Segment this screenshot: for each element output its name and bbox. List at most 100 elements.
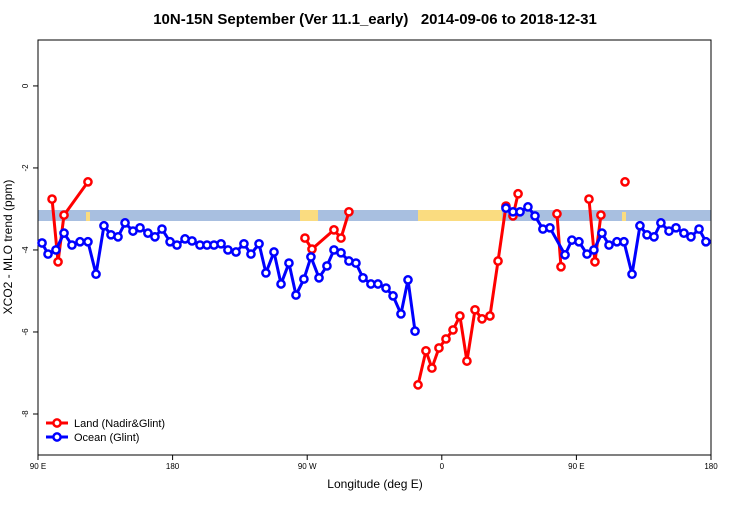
point [47, 194, 57, 204]
point [552, 209, 562, 219]
point [120, 218, 130, 228]
point [329, 225, 339, 235]
point [441, 334, 451, 344]
chart-title: 10N-15N September (Ver 11.1_early) 2014-… [153, 11, 597, 28]
point [410, 326, 420, 337]
point [306, 252, 316, 262]
point [59, 228, 69, 238]
point [455, 311, 465, 321]
point [51, 245, 61, 255]
point [686, 231, 696, 242]
point [284, 258, 294, 268]
point [43, 249, 53, 259]
point [83, 177, 93, 187]
point [694, 224, 704, 234]
point [300, 233, 310, 243]
land-band [86, 212, 90, 221]
point [470, 304, 480, 315]
plot-frame [37, 39, 712, 456]
point [396, 309, 406, 319]
y-tick-label: -2 [21, 164, 30, 172]
point [150, 231, 160, 242]
point [604, 240, 614, 250]
land-band [622, 212, 626, 221]
point [649, 231, 659, 242]
point [269, 247, 279, 257]
mask-bands [38, 210, 711, 221]
point [403, 275, 413, 285]
point [143, 228, 153, 238]
point [67, 240, 77, 250]
legend-label: Ocean (Glint) [74, 432, 139, 444]
point [596, 210, 606, 220]
point [336, 233, 346, 243]
point [545, 222, 555, 233]
point [485, 311, 495, 321]
x-tick-label: 180 [166, 462, 180, 471]
point [515, 206, 525, 217]
point [254, 238, 264, 249]
point [261, 268, 271, 278]
point [421, 345, 431, 356]
point [135, 222, 145, 233]
point [113, 231, 123, 242]
point [413, 380, 423, 390]
point [388, 291, 398, 301]
point [477, 314, 487, 324]
point [291, 290, 301, 300]
point [91, 269, 101, 280]
x-tick-label: 90 E [30, 462, 46, 471]
point [590, 257, 600, 267]
point [314, 272, 324, 283]
land-band [300, 210, 318, 221]
point [216, 238, 226, 249]
point [589, 245, 599, 255]
point [187, 236, 197, 246]
x-tick-label: 180 [704, 462, 718, 471]
x-tick-label: 90 E [568, 462, 584, 471]
point [560, 250, 570, 260]
ocean-band [38, 210, 711, 221]
legend-marker [52, 432, 62, 442]
x-axis-label: Longitude (deg E) [327, 477, 422, 491]
legend-label: Land (Nadir&Glint) [74, 418, 165, 430]
x-tick-label: 0 [440, 462, 445, 471]
point [37, 238, 47, 248]
point [513, 188, 523, 199]
point [276, 279, 286, 289]
point [322, 261, 332, 271]
point [344, 206, 354, 217]
point [671, 222, 681, 233]
point [501, 203, 511, 213]
point [679, 228, 689, 238]
point [701, 236, 711, 247]
point [358, 272, 368, 283]
point [584, 194, 594, 204]
point [597, 228, 607, 238]
point [523, 202, 533, 212]
y-tick-label: -8 [21, 410, 30, 418]
point [99, 220, 109, 231]
point [75, 236, 85, 247]
point [434, 343, 444, 353]
point [627, 269, 637, 280]
x-tick-label: 90 W [298, 462, 317, 471]
point [427, 363, 437, 373]
point [336, 247, 346, 258]
point [619, 236, 629, 247]
point [351, 258, 361, 268]
point [635, 220, 645, 231]
point [239, 238, 249, 249]
point [620, 177, 630, 187]
point [574, 236, 584, 247]
land-band [418, 210, 502, 221]
point [493, 256, 503, 266]
point [656, 218, 666, 228]
point [556, 261, 566, 272]
point [59, 210, 69, 220]
point [307, 244, 317, 254]
point [582, 249, 592, 259]
y-tick-label: -6 [21, 328, 30, 336]
point [231, 247, 241, 257]
